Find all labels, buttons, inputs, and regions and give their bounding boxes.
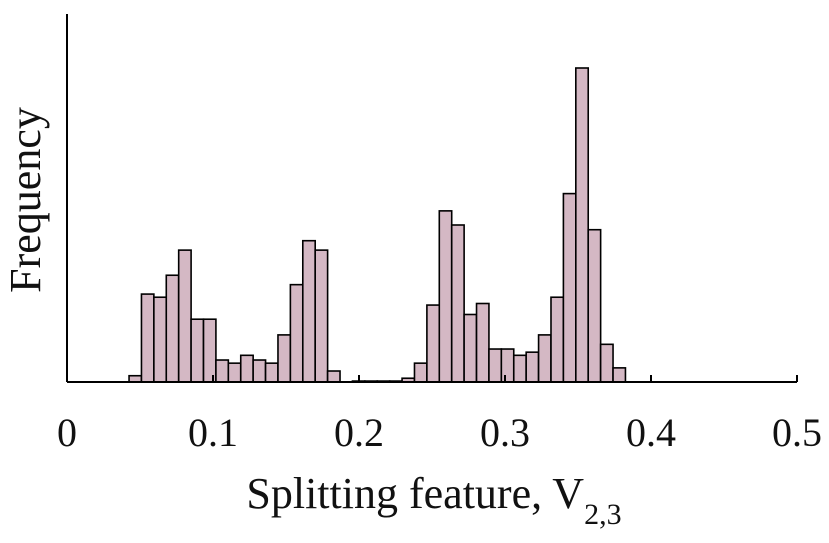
histogram-bar bbox=[264, 362, 279, 383]
histogram-bar bbox=[413, 362, 428, 383]
x-axis-title: Splitting feature, V2,3 bbox=[246, 469, 621, 531]
histogram-bar bbox=[202, 318, 217, 383]
histogram-bar bbox=[463, 313, 478, 383]
histogram-bar bbox=[153, 296, 168, 383]
histogram-bar bbox=[227, 362, 242, 383]
histogram-bar bbox=[537, 334, 552, 383]
histogram-bar bbox=[488, 348, 503, 383]
histogram-bars bbox=[128, 67, 627, 383]
histogram-bar bbox=[239, 354, 254, 383]
histogram-bar bbox=[599, 343, 614, 383]
histogram-bar bbox=[562, 192, 577, 383]
histogram-bar bbox=[277, 334, 292, 383]
histogram-bar bbox=[289, 283, 304, 383]
x-tick-label: 0 bbox=[57, 410, 77, 455]
histogram-bar bbox=[525, 351, 540, 383]
histogram-bar bbox=[500, 348, 515, 383]
histogram-bar bbox=[450, 224, 465, 383]
histogram-bar bbox=[215, 359, 230, 383]
histogram-bar bbox=[426, 304, 441, 383]
histogram-bar bbox=[575, 67, 590, 383]
histogram-bar bbox=[177, 249, 192, 383]
histogram-bar bbox=[190, 318, 205, 383]
x-axis-title-main: Splitting feature, V bbox=[246, 469, 584, 518]
histogram-bar bbox=[475, 302, 490, 383]
histogram-bar bbox=[612, 367, 627, 383]
x-axis-ticks: 0 0.1 0.2 0.3 0.4 0.5 bbox=[57, 375, 822, 455]
histogram-bar bbox=[587, 228, 602, 383]
x-axis-title-subscript: 2,3 bbox=[584, 498, 622, 531]
histogram-bar bbox=[512, 354, 527, 383]
histogram-bar bbox=[326, 370, 341, 383]
x-tick-label: 0.4 bbox=[626, 410, 676, 455]
x-tick-label: 0.5 bbox=[772, 410, 822, 455]
histogram-bar bbox=[301, 239, 317, 383]
x-tick-label: 0.1 bbox=[188, 410, 238, 455]
histogram-bar bbox=[252, 359, 267, 383]
histogram-bar bbox=[438, 210, 453, 383]
histogram-bar bbox=[165, 274, 180, 383]
y-axis-title: Frequency bbox=[1, 107, 50, 293]
histogram-bar bbox=[140, 293, 155, 383]
x-tick-label: 0.3 bbox=[480, 410, 530, 455]
histogram-bar bbox=[314, 249, 329, 383]
x-tick-label: 0.2 bbox=[334, 410, 384, 455]
histogram-bar bbox=[550, 296, 565, 383]
